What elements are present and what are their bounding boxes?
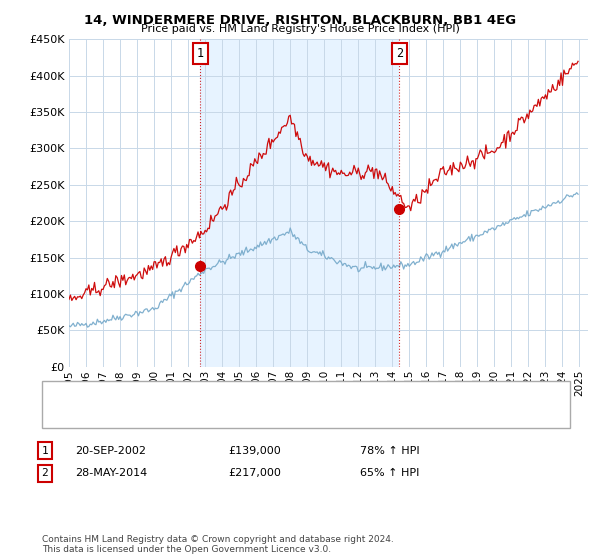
Text: £217,000: £217,000 [228, 468, 281, 478]
Text: 14, WINDERMERE DRIVE, RISHTON, BLACKBURN, BB1 4EG (detached house): 14, WINDERMERE DRIVE, RISHTON, BLACKBURN… [87, 389, 484, 399]
Text: 1: 1 [197, 47, 204, 60]
Text: 28-MAY-2014: 28-MAY-2014 [75, 468, 147, 478]
Text: Price paid vs. HM Land Registry's House Price Index (HPI): Price paid vs. HM Land Registry's House … [140, 24, 460, 34]
Text: 14, WINDERMERE DRIVE, RISHTON, BLACKBURN, BB1 4EG: 14, WINDERMERE DRIVE, RISHTON, BLACKBURN… [84, 14, 516, 27]
Text: 65% ↑ HPI: 65% ↑ HPI [360, 468, 419, 478]
Bar [200, 39, 399, 367]
Text: 2: 2 [396, 47, 403, 60]
Text: 20-SEP-2002: 20-SEP-2002 [75, 446, 146, 456]
Text: £139,000: £139,000 [228, 446, 281, 456]
Text: 2: 2 [41, 468, 49, 478]
Text: 78% ↑ HPI: 78% ↑ HPI [360, 446, 419, 456]
Text: HPI: Average price, detached house, Hyndburn: HPI: Average price, detached house, Hynd… [87, 410, 331, 420]
Text: 1: 1 [41, 446, 49, 456]
Text: Contains HM Land Registry data © Crown copyright and database right 2024.
This d: Contains HM Land Registry data © Crown c… [42, 535, 394, 554]
